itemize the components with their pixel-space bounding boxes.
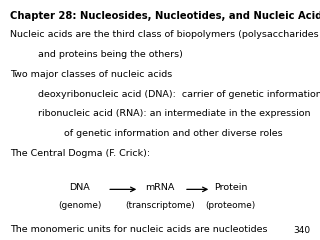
Text: ribonucleic acid (RNA): an intermediate in the expression: ribonucleic acid (RNA): an intermediate … [38, 109, 311, 118]
Text: Nucleic acids are the third class of biopolymers (polysaccharides: Nucleic acids are the third class of bio… [10, 30, 318, 39]
Text: and proteins being the others): and proteins being the others) [38, 50, 183, 59]
Text: of genetic information and other diverse roles: of genetic information and other diverse… [64, 129, 283, 138]
Text: Protein: Protein [214, 183, 247, 192]
Text: 340: 340 [293, 226, 310, 235]
Text: Chapter 28: Nucleosides, Nucleotides, and Nucleic Acids.: Chapter 28: Nucleosides, Nucleotides, an… [10, 11, 320, 21]
Text: (proteome): (proteome) [205, 201, 256, 210]
Text: Two major classes of nucleic acids: Two major classes of nucleic acids [10, 70, 172, 79]
Text: deoxyribonucleic acid (DNA):  carrier of genetic information: deoxyribonucleic acid (DNA): carrier of … [38, 90, 320, 98]
Text: DNA: DNA [70, 183, 90, 192]
Text: mRNA: mRNA [145, 183, 175, 192]
Text: (transcriptome): (transcriptome) [125, 201, 195, 210]
Text: The Central Dogma (F. Crick):: The Central Dogma (F. Crick): [10, 149, 150, 157]
Text: (genome): (genome) [58, 201, 102, 210]
Text: The monomeric units for nucleic acids are nucleotides: The monomeric units for nucleic acids ar… [10, 225, 267, 234]
